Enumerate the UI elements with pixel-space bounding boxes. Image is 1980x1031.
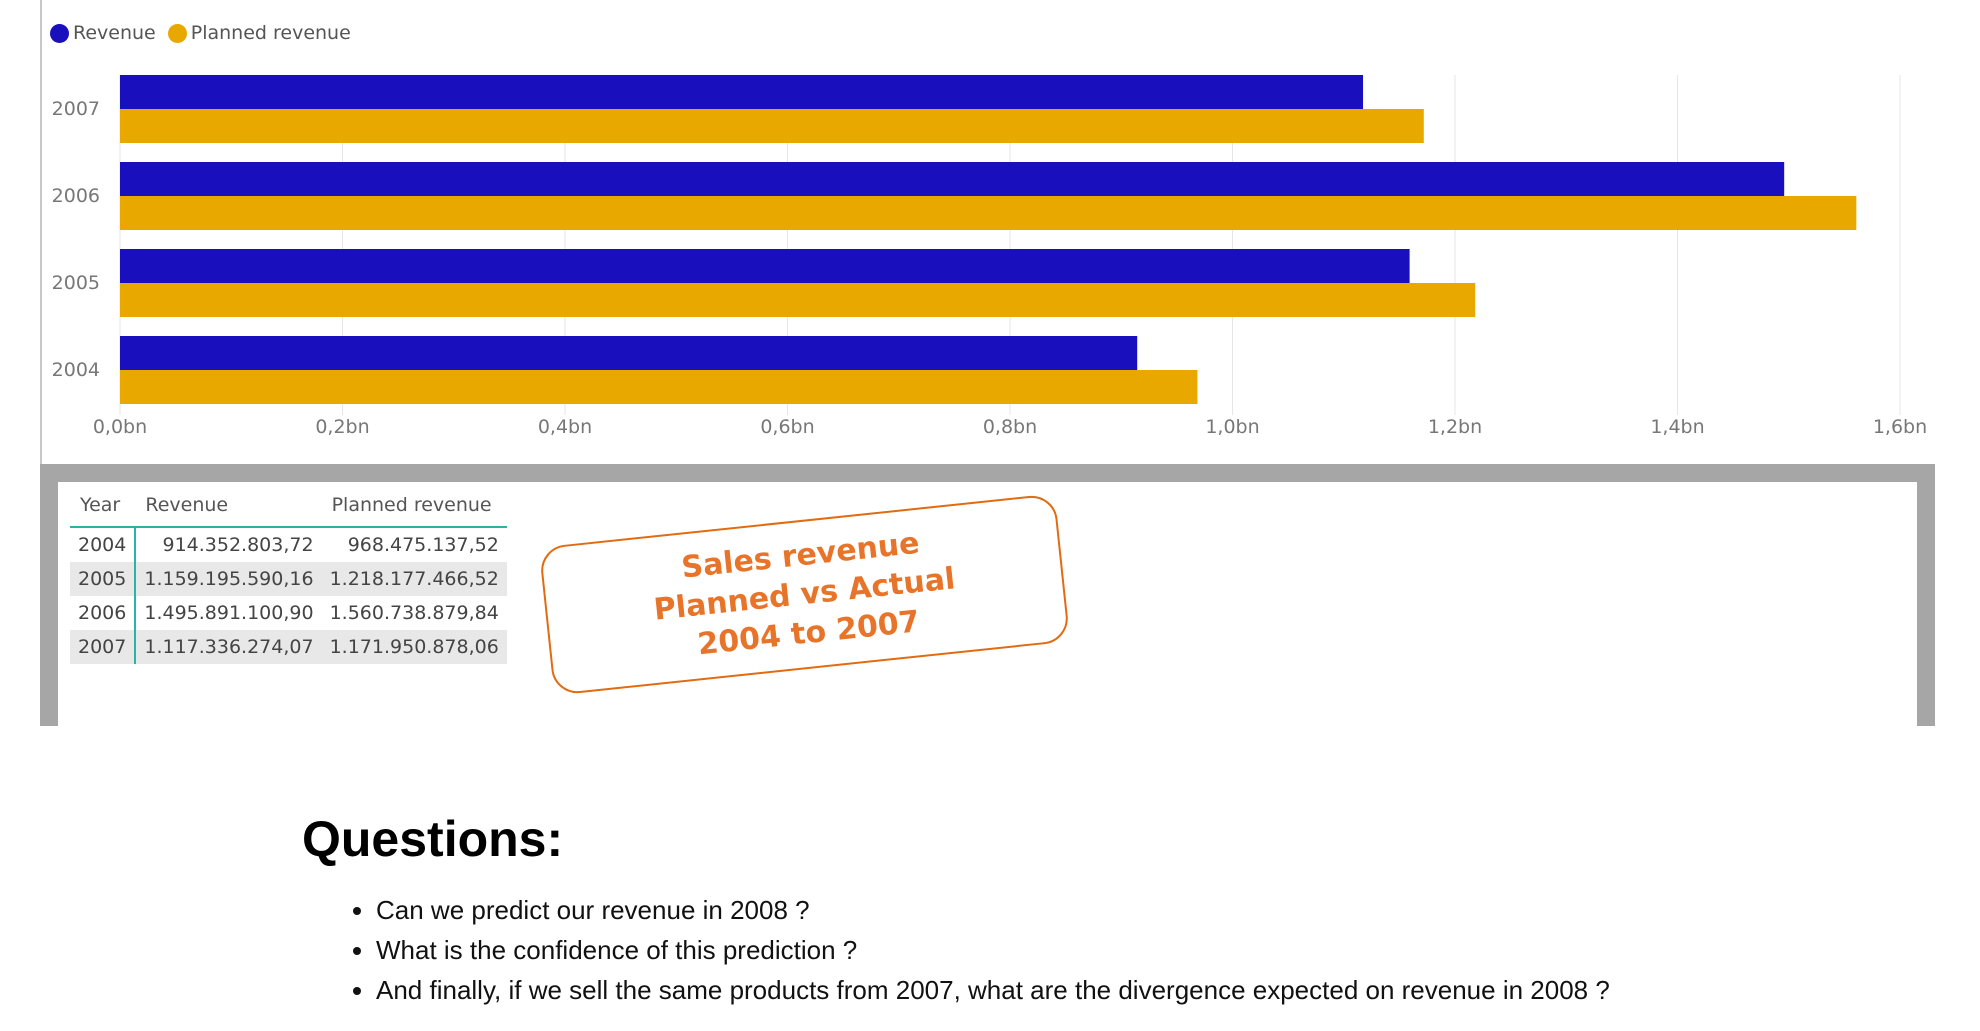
table-cell-planned: 968.475.137,52 [347, 534, 499, 556]
chart-frame-line [40, 0, 42, 466]
table-cell-year: 2004 [70, 527, 137, 562]
legend-dot-revenue-icon [50, 23, 69, 43]
questions-list: Can we predict our revenue in 2008 ? Wha… [338, 890, 1610, 1010]
bar-revenue [120, 249, 1410, 283]
y-tick-label: 2006 [52, 185, 100, 207]
x-tick-label: 0,8bn [983, 416, 1037, 438]
column-header[interactable]: Year [80, 494, 121, 516]
table-cell-planned: 1.560.738.879,84 [329, 602, 499, 624]
table-cell-revenue: 1.495.891.100,90 [144, 602, 314, 624]
table-cell-planned: 1.218.177.466,52 [321, 562, 507, 596]
table-cell-planned: 1.171.950.878,06 [321, 630, 507, 664]
question-item: What is the confidence of this predictio… [376, 930, 1610, 970]
x-tick-label: 1,2bn [1428, 416, 1482, 438]
table-cell-year: 2006 [70, 596, 137, 630]
legend-dot-planned-icon [167, 23, 187, 43]
y-tick-label: 2007 [52, 98, 100, 120]
table-header-row: Year Revenue Planned revenue [70, 494, 507, 527]
bar-chart: 0,0bn 0,2bn 0,4bn 0,6bn 0,8bn 1,0bn 1,2bn 1,4bn… [52, 75, 1927, 438]
table-cell-year: 2007 [70, 630, 137, 664]
question-item: And finally, if we sell the same product… [376, 970, 1610, 1010]
x-tick-label: 0,2bn [315, 416, 369, 438]
table-cell-year: 2005 [70, 562, 137, 596]
table-row: 2004 914.352.803,72 968.475.137,52 [70, 527, 507, 562]
table-row: 2007 1.117.336.274,07 1.171.950.878,06 [70, 630, 507, 664]
bar-revenue [120, 336, 1138, 370]
data-table: Year Revenue Planned revenue 2004 914.35… [70, 494, 507, 664]
legend-item-revenue[interactable]: Revenue [50, 22, 156, 44]
legend-label: Revenue [73, 22, 156, 44]
y-tick-label: 2005 [52, 272, 100, 294]
bar-planned-revenue [120, 109, 1424, 143]
bar-planned-revenue [120, 196, 1857, 230]
legend-label: Planned revenue [190, 22, 351, 44]
table-cell-revenue: 914.352.803,72 [162, 534, 314, 556]
bar-revenue [120, 162, 1785, 196]
x-tick-label: 0,0bn [93, 416, 147, 438]
x-tick-label: 1,6bn [1873, 416, 1927, 438]
x-tick-label: 1,4bn [1650, 416, 1704, 438]
bar-planned-revenue [120, 283, 1476, 317]
bar-revenue [120, 75, 1364, 109]
table-cell-revenue: 1.159.195.590,16 [135, 562, 322, 596]
table-cell-revenue: 1.117.336.274,07 [135, 630, 322, 664]
y-tick-label: 2004 [52, 359, 100, 381]
x-tick-label: 0,4bn [538, 416, 592, 438]
question-item: Can we predict our revenue in 2008 ? [376, 890, 1610, 930]
x-tick-label: 0,6bn [760, 416, 814, 438]
x-tick-label: 1,0bn [1205, 416, 1259, 438]
table-row: 2006 1.495.891.100,90 1.560.738.879,84 [70, 596, 507, 630]
chart-legend: Revenue Planned revenue [50, 22, 363, 44]
column-header[interactable]: Revenue [145, 494, 229, 516]
column-header[interactable]: Planned revenue [331, 494, 492, 516]
legend-item-planned-revenue[interactable]: Planned revenue [167, 22, 351, 44]
questions-title: Questions: [302, 811, 564, 867]
bar-planned-revenue [120, 370, 1198, 404]
table-row: 2005 1.159.195.590,16 1.218.177.466,52 [70, 562, 507, 596]
